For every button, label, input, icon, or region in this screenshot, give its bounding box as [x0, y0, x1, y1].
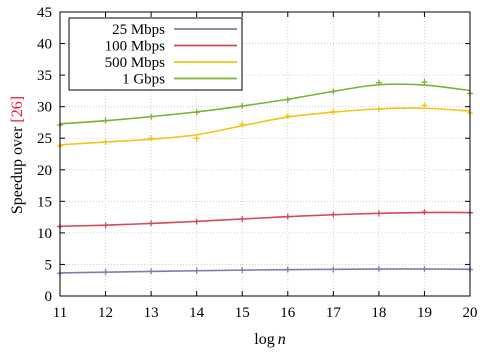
y-tick-label: 0: [45, 289, 53, 305]
y-tick-label: 40: [37, 37, 52, 53]
y-tick-label: 45: [37, 5, 52, 21]
y-tick-label: 20: [37, 163, 52, 179]
legend-label: 1 Gbps: [122, 72, 165, 88]
x-tick-label: 12: [98, 305, 113, 321]
x-axis-title-prefix: log: [254, 331, 274, 348]
data-point: [239, 216, 246, 223]
data-point: [193, 267, 200, 274]
data-point: [375, 210, 382, 217]
x-axis-title: log n: [254, 331, 285, 348]
legend-label: 25 Mbps: [112, 22, 165, 38]
legend-item: 100 Mbps: [105, 39, 237, 55]
y-tick-label: 25: [37, 131, 52, 147]
x-tick-label: 11: [53, 305, 67, 321]
y-tick-label: 5: [45, 257, 53, 273]
data-point: [284, 96, 291, 103]
x-tick-label: 16: [280, 305, 296, 321]
x-tick-label: 13: [144, 305, 159, 321]
y-axis-title: Speedup over [26]: [9, 96, 26, 214]
y-tick-label: 30: [37, 100, 52, 116]
series-line: [59, 211, 471, 228]
legend-item: 1 Gbps: [122, 72, 237, 88]
x-tick-label: 18: [371, 305, 386, 321]
series-3: [57, 102, 473, 149]
plot-frame: [59, 11, 471, 297]
data-point: [330, 88, 337, 95]
series-1: [57, 265, 473, 277]
data-point: [330, 266, 337, 273]
series-layer: [57, 79, 473, 277]
data-point: [421, 265, 428, 272]
data-point: [102, 269, 109, 276]
data-point: [284, 213, 291, 220]
x-tick-label: 15: [235, 305, 250, 321]
y-tick-label: 10: [37, 226, 52, 242]
legend-label: 500 Mbps: [105, 55, 166, 71]
x-tick-label: 19: [417, 305, 432, 321]
data-point: [375, 79, 382, 86]
x-axis-title-var: n: [278, 331, 286, 348]
y-axis-title-text: Speedup over: [9, 123, 26, 215]
data-point: [148, 113, 155, 120]
series-line: [59, 268, 471, 274]
data-point: [421, 102, 428, 109]
x-tick-label: 14: [189, 305, 205, 321]
grid: [60, 12, 470, 296]
data-point: [148, 135, 155, 142]
data-point: [375, 106, 382, 113]
data-point: [102, 222, 109, 229]
series-line: [59, 107, 471, 146]
data-point: [102, 117, 109, 124]
x-tick-label: 17: [326, 305, 342, 321]
data-point: [330, 108, 337, 115]
data-point: [421, 209, 428, 216]
data-point: [375, 265, 382, 272]
data-point: [239, 267, 246, 274]
data-point: [102, 139, 109, 146]
data-point: [193, 218, 200, 225]
y-tick-label: 35: [37, 68, 52, 84]
data-point: [421, 79, 428, 86]
series-2: [57, 209, 473, 230]
x-tick-label: 20: [463, 305, 478, 321]
series-line: [59, 83, 471, 125]
data-point: [193, 135, 200, 142]
y-axis-title-cite: [26]: [9, 96, 26, 123]
data-point: [284, 113, 291, 120]
data-point: [148, 220, 155, 227]
data-point: [330, 211, 337, 218]
data-point: [148, 268, 155, 275]
legend-item: 500 Mbps: [105, 55, 237, 71]
y-tick-label: 15: [37, 194, 52, 210]
legend-item: 25 Mbps: [112, 22, 237, 38]
data-point: [239, 103, 246, 110]
data-point: [193, 109, 200, 116]
data-point: [284, 266, 291, 273]
ticks: 11 12 13 14 15 16 17 18 19 20 0 5 10 15 20 25 30 35 40 45: [37, 5, 478, 321]
legend-label: 100 Mbps: [105, 39, 166, 55]
data-point: [239, 121, 246, 128]
